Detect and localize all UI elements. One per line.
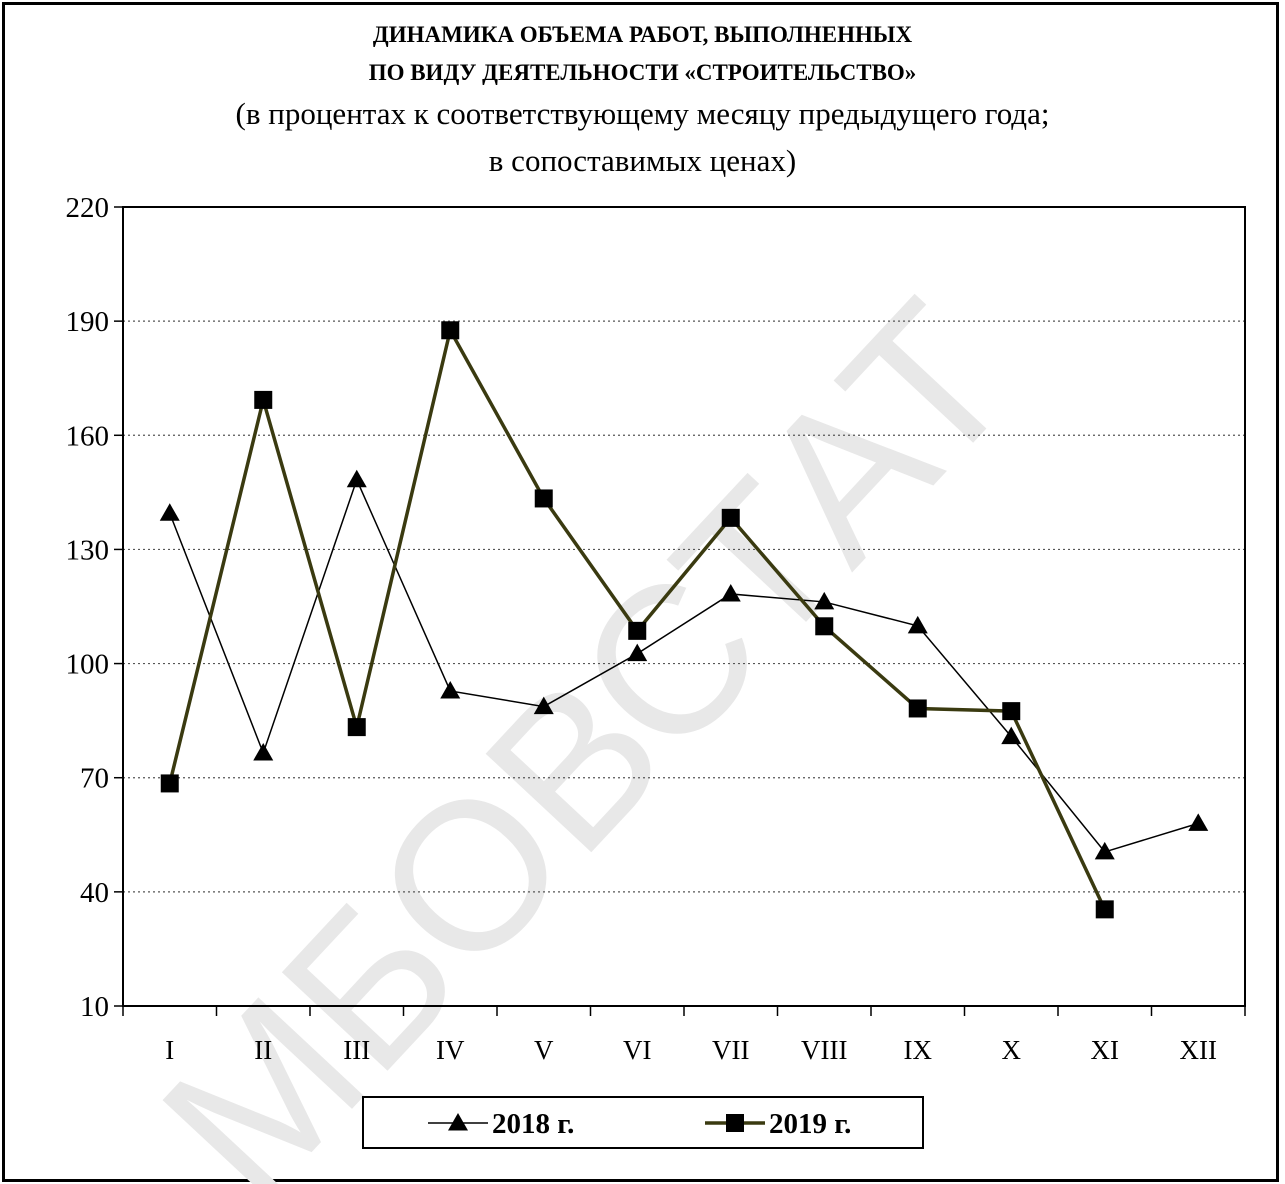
chart-subtitle-line-1: (в процентах к соответствующему месяцу п… — [235, 96, 1050, 131]
x-tick-label: X — [1002, 1035, 1022, 1065]
data-point — [534, 489, 553, 508]
x-tick-label: VII — [712, 1035, 749, 1065]
data-point — [1188, 813, 1209, 831]
legend-label: 2019 г. — [769, 1108, 851, 1140]
chart-title-line-2: ПО ВИДУ ДЕЯТЕЛЬНОСТИ «СТРОИТЕЛЬСТВО» — [368, 60, 917, 85]
x-tick-label: XI — [1091, 1035, 1120, 1065]
data-point — [1094, 841, 1115, 860]
x-tick-label: VIII — [801, 1035, 847, 1065]
y-tick-label: 130 — [66, 534, 110, 566]
x-tick-label: VI — [623, 1035, 652, 1065]
data-point — [815, 617, 834, 636]
x-tick-label: IX — [904, 1035, 933, 1065]
x-tick-label: V — [534, 1035, 554, 1065]
y-tick-label: 40 — [80, 877, 109, 909]
x-tick-label: I — [165, 1035, 174, 1065]
series-1 — [160, 321, 1114, 919]
data-point — [160, 774, 179, 793]
data-point — [159, 503, 180, 521]
data-point — [533, 696, 554, 715]
data-point — [628, 621, 647, 640]
chart-title-line-1: ДИНАМИКА ОБЪЕМА РАБОТ, ВЫПОЛНЕННЫХ — [372, 22, 913, 47]
y-tick-label: 10 — [80, 991, 109, 1023]
data-point — [627, 643, 648, 662]
x-tick-label: IV — [436, 1035, 465, 1065]
series-line — [169, 477, 1199, 853]
data-point — [441, 321, 460, 340]
x-tick-label: II — [254, 1035, 272, 1065]
y-tick-label: 220 — [66, 192, 110, 224]
data-point — [347, 718, 366, 737]
y-tick-label: 70 — [80, 763, 109, 795]
x-tick-label: III — [343, 1035, 370, 1065]
data-point — [1002, 702, 1021, 721]
legend-box — [362, 1096, 924, 1149]
legend-label: 2018 г. — [492, 1108, 574, 1140]
y-tick-label: 190 — [66, 306, 110, 338]
data-point — [907, 615, 928, 634]
data-point — [908, 699, 927, 718]
chart-subtitle-line-2: в сопоставимых ценах) — [488, 143, 797, 178]
data-point — [1095, 900, 1114, 919]
data-point — [721, 508, 740, 527]
legend-marker — [448, 1113, 468, 1131]
data-point — [253, 742, 274, 761]
data-point — [254, 390, 273, 409]
data-point — [720, 583, 741, 602]
data-point — [814, 591, 835, 610]
y-tick-label: 160 — [66, 420, 110, 452]
data-point — [1001, 726, 1022, 745]
legend-marker — [726, 1114, 744, 1132]
data-point — [346, 469, 367, 488]
series-0 — [159, 469, 1209, 860]
x-tick-label: XII — [1180, 1035, 1217, 1065]
y-tick-label: 100 — [66, 649, 110, 681]
data-point — [440, 680, 461, 699]
